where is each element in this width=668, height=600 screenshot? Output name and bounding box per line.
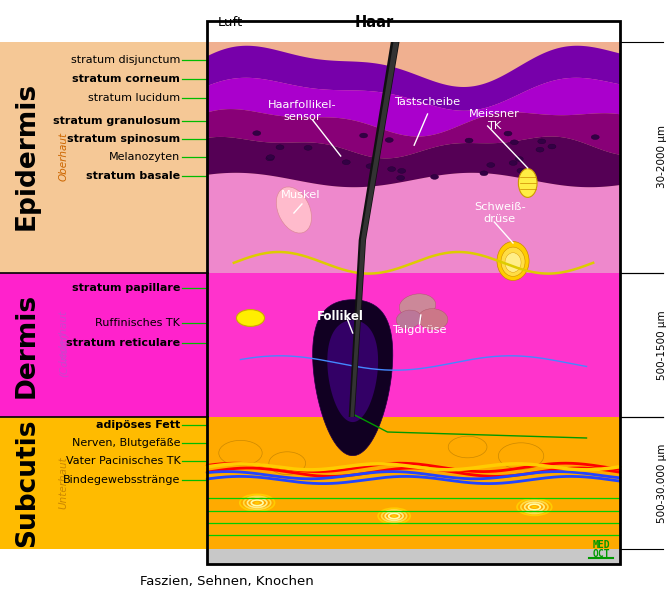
Bar [0,417,208,549]
Ellipse shape [498,443,544,469]
Text: (Corium): (Corium) [59,331,68,377]
Ellipse shape [480,171,488,176]
Ellipse shape [267,155,275,160]
Ellipse shape [487,163,495,167]
Polygon shape [350,42,399,417]
Text: stratum corneum: stratum corneum [73,74,180,84]
Ellipse shape [385,137,393,142]
Bar [207,42,620,273]
Ellipse shape [510,140,518,145]
Ellipse shape [515,157,523,161]
Ellipse shape [269,452,305,475]
Ellipse shape [497,241,529,280]
Polygon shape [207,173,620,273]
Text: stratum basale: stratum basale [86,172,180,181]
Ellipse shape [218,440,262,466]
Ellipse shape [504,131,512,136]
Text: stratum lucidum: stratum lucidum [88,94,180,103]
Text: Epidermis: Epidermis [14,82,39,230]
Text: Muskel: Muskel [281,190,321,200]
Ellipse shape [342,160,350,164]
Polygon shape [207,136,620,187]
Ellipse shape [591,135,599,140]
Text: Vater Pacinisches TK: Vater Pacinisches TK [65,456,180,466]
Polygon shape [327,320,378,422]
Text: Nerven, Blutgefäße: Nerven, Blutgefäße [72,438,180,448]
Text: adipöses Fett: adipöses Fett [96,420,180,430]
Text: Luft: Luft [218,16,243,29]
Text: 500-30.000 μm: 500-30.000 μm [657,443,667,523]
Text: Follikel: Follikel [317,310,364,323]
Ellipse shape [501,247,525,277]
Text: Bindegewebsstränge: Bindegewebsstränge [63,475,180,485]
Ellipse shape [277,187,311,233]
Ellipse shape [431,175,439,179]
Ellipse shape [505,253,521,272]
Text: Meissner
TK: Meissner TK [469,109,520,131]
Ellipse shape [509,161,517,166]
Ellipse shape [536,147,544,152]
Bar [207,273,620,417]
Polygon shape [207,42,620,87]
Text: stratum granulosum: stratum granulosum [53,116,180,126]
Ellipse shape [253,131,261,136]
Ellipse shape [532,506,537,508]
Ellipse shape [387,167,395,172]
Ellipse shape [548,144,556,149]
Bar [207,549,620,564]
Ellipse shape [236,310,265,326]
Text: Haarfollikel-
sensor: Haarfollikel- sensor [269,100,337,122]
Polygon shape [207,78,620,137]
Ellipse shape [465,138,473,143]
Text: stratum disjunctum: stratum disjunctum [71,55,180,65]
Text: Subcutis: Subcutis [14,419,39,547]
Bar [207,417,620,549]
Polygon shape [313,299,393,455]
Ellipse shape [391,515,397,517]
Ellipse shape [255,502,260,504]
Bar [0,273,208,417]
Ellipse shape [266,156,274,161]
Ellipse shape [538,139,546,144]
Ellipse shape [517,168,525,173]
Polygon shape [207,46,620,111]
Text: stratum spinosum: stratum spinosum [67,134,180,144]
Ellipse shape [396,310,422,328]
Ellipse shape [304,145,312,150]
Ellipse shape [399,294,436,318]
Bar [0,42,208,273]
Text: OCT: OCT [593,550,610,559]
Text: Ruffinisches TK: Ruffinisches TK [96,318,180,328]
Text: Dermis: Dermis [14,292,39,398]
Ellipse shape [276,145,284,149]
Text: Haar: Haar [355,14,393,29]
Polygon shape [349,42,399,417]
Text: 500-1500 μm: 500-1500 μm [657,310,667,380]
Text: Faszien, Sehnen, Knochen: Faszien, Sehnen, Knochen [140,575,314,589]
Text: Oberhaut: Oberhaut [59,131,68,181]
Ellipse shape [418,308,448,330]
Ellipse shape [397,169,405,173]
Text: Tastscheibe: Tastscheibe [395,97,460,107]
Ellipse shape [366,164,374,169]
Ellipse shape [448,436,487,458]
Bar [207,21,620,564]
Text: 30-2000 μm: 30-2000 μm [657,124,667,187]
Text: Lederhaut: Lederhaut [59,310,68,362]
Text: MED: MED [593,540,610,550]
Text: stratum reticulare: stratum reticulare [66,338,180,348]
Ellipse shape [397,175,405,180]
Text: Schweiß-
drüse: Schweiß- drüse [474,202,526,224]
Text: stratum papillare: stratum papillare [72,283,180,293]
Text: Talgdrüse: Talgdrüse [392,325,447,335]
Ellipse shape [518,169,537,197]
Ellipse shape [359,133,367,138]
Text: Unterhaut: Unterhaut [59,457,68,509]
Polygon shape [207,109,620,158]
Text: Melanozyten: Melanozyten [109,152,180,162]
